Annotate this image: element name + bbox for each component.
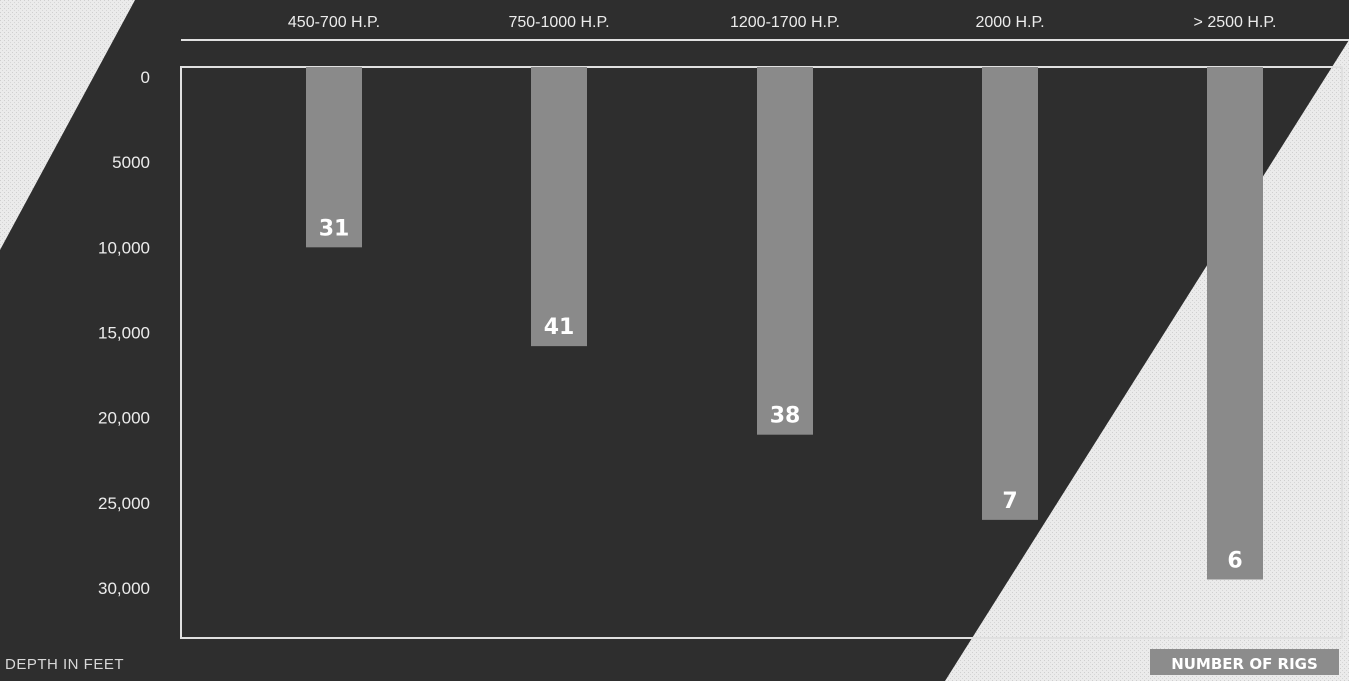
y-tick-label: 25,000 bbox=[98, 494, 150, 513]
y-tick-label: 30,000 bbox=[98, 579, 150, 598]
category-label: 750-1000 H.P. bbox=[508, 14, 609, 31]
category-label: > 2500 H.P. bbox=[1194, 14, 1277, 31]
y-tick-label: 5000 bbox=[112, 153, 150, 172]
bar-data-label: 41 bbox=[544, 315, 575, 340]
data-labels-group: 31 41 38 7 6 bbox=[319, 216, 1243, 573]
bar bbox=[757, 67, 813, 435]
bar-data-label: 31 bbox=[319, 216, 350, 241]
bar-data-label: 7 bbox=[1002, 489, 1017, 514]
bar-data-label: 6 bbox=[1227, 548, 1242, 573]
legend-label: NUMBER OF RIGS bbox=[1171, 655, 1318, 673]
category-label: 1200-1700 H.P. bbox=[730, 14, 840, 31]
bar bbox=[306, 67, 362, 248]
bars-group bbox=[306, 67, 1263, 580]
bar bbox=[531, 67, 587, 347]
bar bbox=[982, 67, 1038, 520]
category-axis: 450-700 H.P. 750-1000 H.P. 1200-1700 H.P. 2… bbox=[288, 14, 1277, 31]
legend-box bbox=[1150, 649, 1339, 675]
legend: NUMBER OF RIGS bbox=[1150, 649, 1339, 675]
bar bbox=[1207, 67, 1263, 580]
category-label: 450-700 H.P. bbox=[288, 14, 380, 31]
category-label: 2000 H.P. bbox=[975, 14, 1044, 31]
y-axis-title: DEPTH IN FEET bbox=[5, 656, 124, 673]
depth-axis: 0 5000 10,000 15,000 20,000 25,000 30,000 bbox=[98, 68, 150, 598]
y-tick-label: 10,000 bbox=[98, 238, 150, 257]
bar-data-label: 38 bbox=[770, 404, 801, 429]
y-tick-label: 20,000 bbox=[98, 409, 150, 428]
y-tick-label: 15,000 bbox=[98, 324, 150, 343]
y-tick-label: 0 bbox=[141, 68, 150, 87]
